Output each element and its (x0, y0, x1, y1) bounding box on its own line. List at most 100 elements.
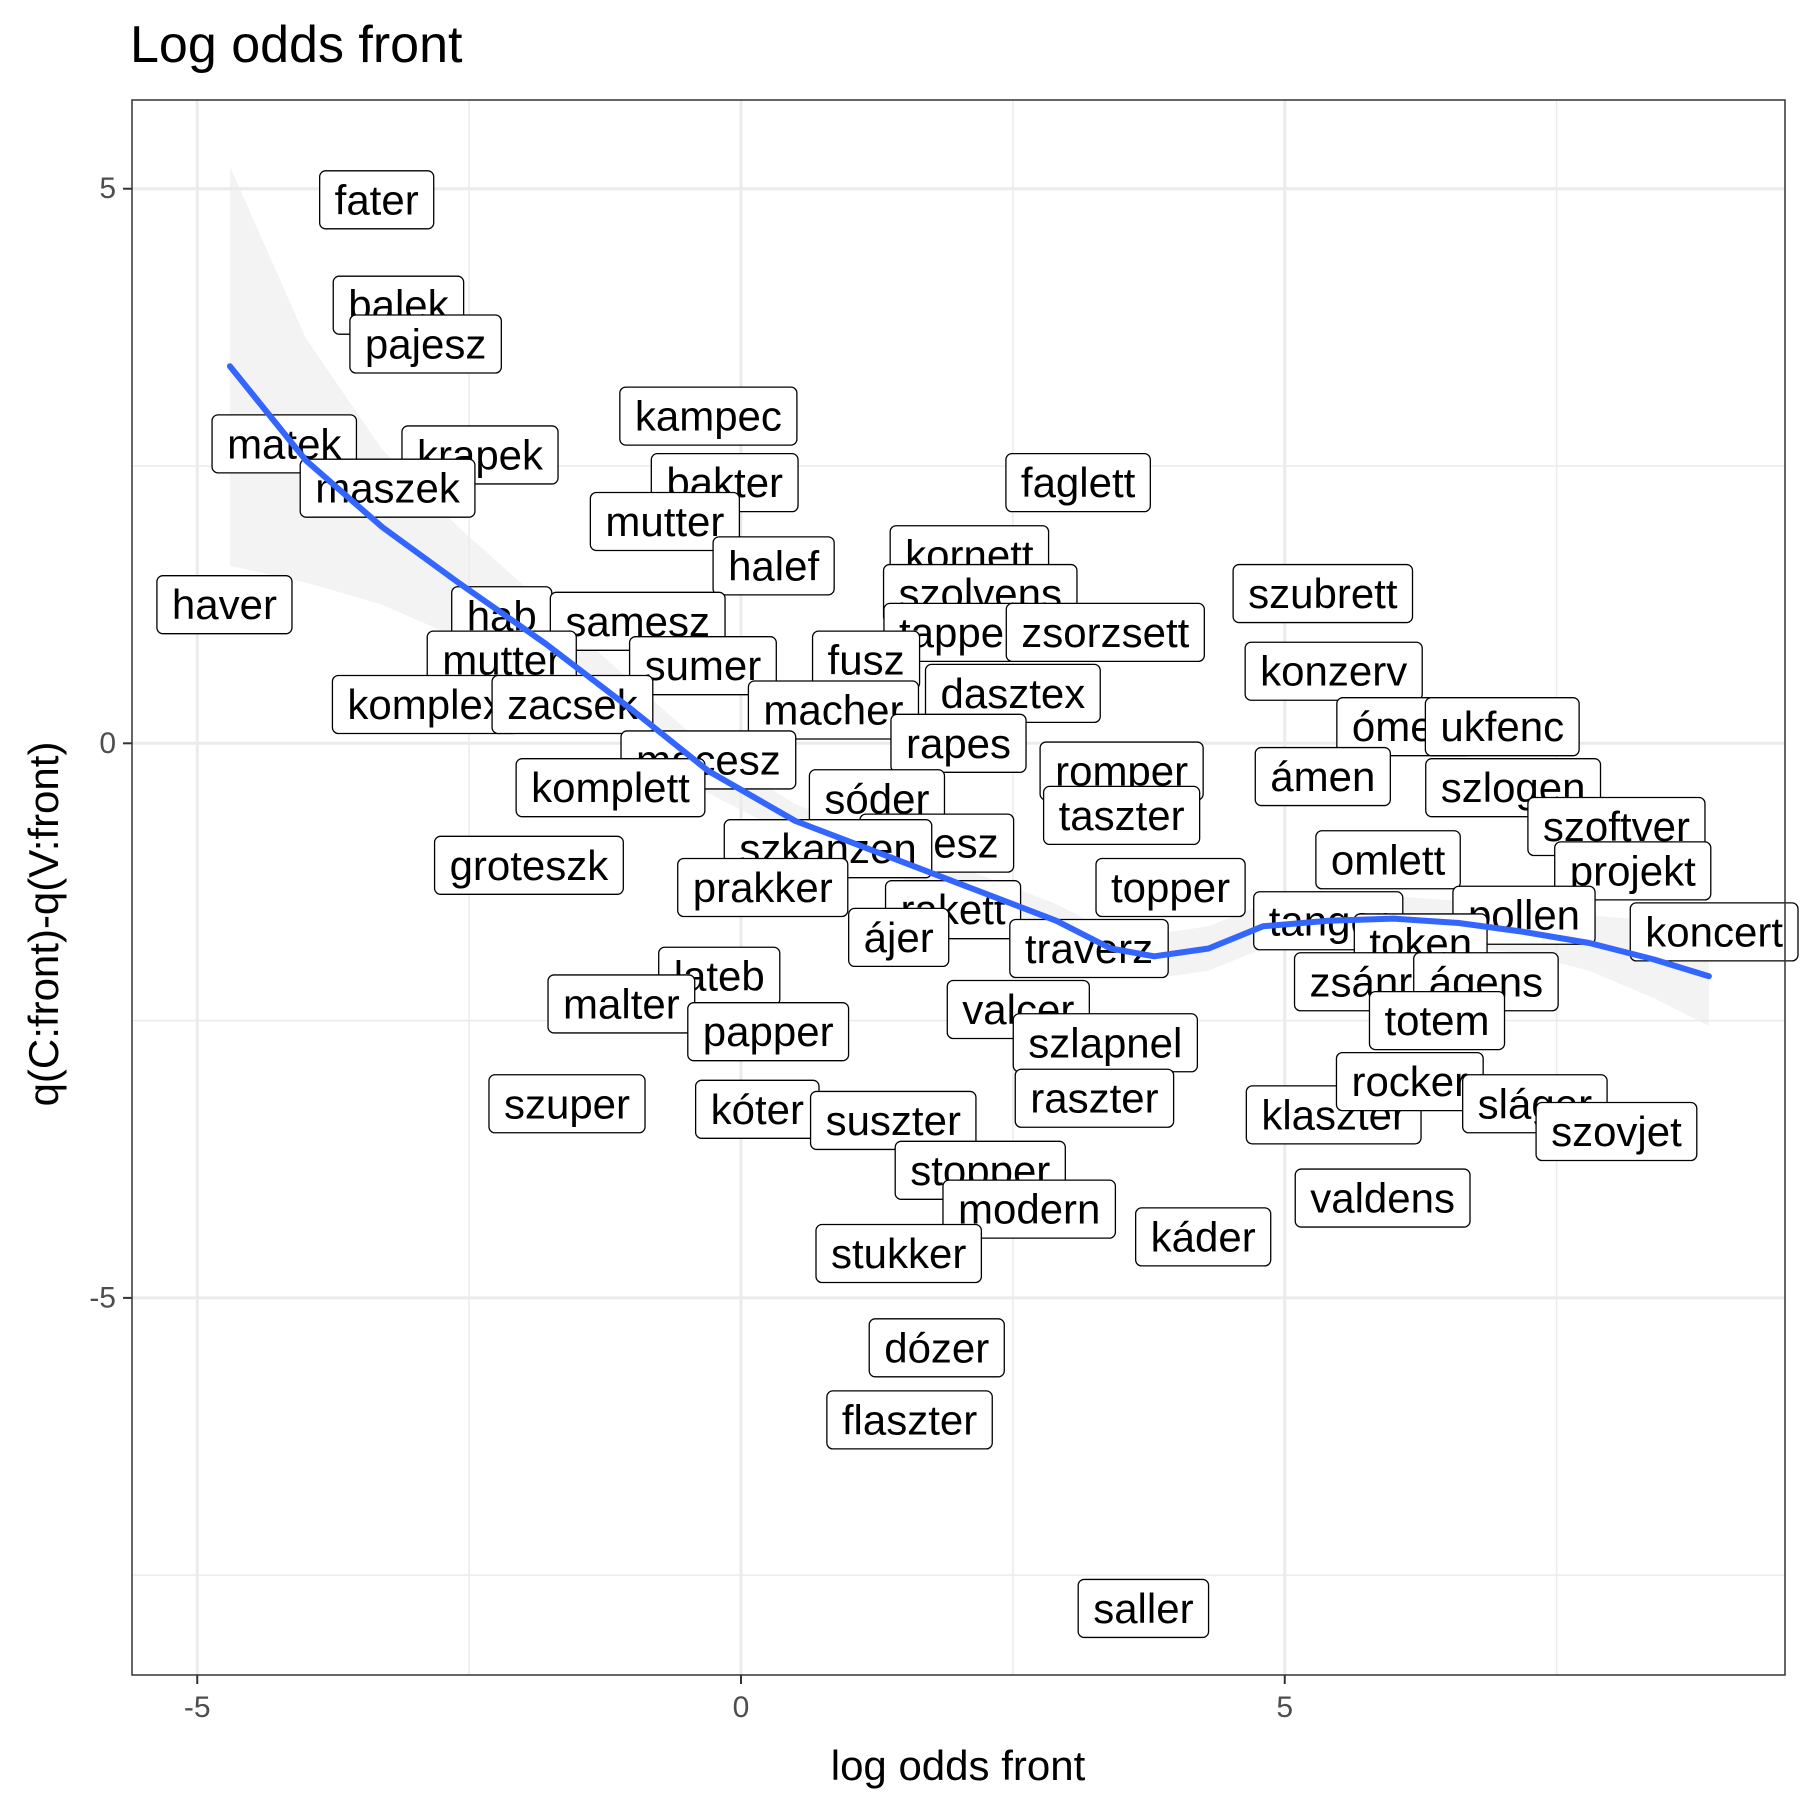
point-label: taszter (1042, 785, 1201, 846)
point-label-text: haver (172, 581, 277, 628)
point-label: stukker (815, 1223, 983, 1284)
point-label-box (809, 1090, 977, 1151)
point-label-box (211, 414, 358, 474)
point-label-box (1077, 1578, 1210, 1639)
point-label-text: fater (335, 176, 419, 223)
point-label: macesz (620, 730, 797, 790)
x-axis-title: log odds front (831, 1742, 1086, 1789)
point-label-box (1042, 785, 1201, 846)
point-label-box (942, 1179, 1117, 1239)
chart-title: Log odds front (130, 16, 463, 74)
axis-ticks-layer: -5 0 5 5 0 -5 (89, 172, 1293, 1724)
point-label-box (433, 835, 624, 895)
x-tick-label: -5 (184, 1691, 211, 1724)
point-label: traverz (1009, 918, 1169, 979)
point-label: szovjet (1535, 1101, 1698, 1162)
point-label-text: ámen (1270, 753, 1375, 800)
point-label-text: valdens (1310, 1175, 1455, 1222)
point-label-box (1005, 453, 1151, 513)
point-label-box (1005, 602, 1205, 663)
point-label-box (826, 1390, 993, 1450)
point-label-box (1294, 1168, 1471, 1228)
point-label: topper (1095, 857, 1246, 918)
point-label-text: szovjet (1551, 1108, 1682, 1155)
point-label-box (1014, 1068, 1175, 1128)
point-label-box (156, 575, 293, 635)
point-label-box (299, 458, 476, 518)
y-tick-label: 0 (99, 727, 116, 760)
point-label: suszter (809, 1090, 977, 1151)
point-label-box (747, 680, 920, 740)
point-label-box (1368, 990, 1506, 1051)
point-label: komplett (515, 758, 706, 818)
point-label-text: faglett (1021, 459, 1136, 506)
point-label-text: suszter (826, 1097, 961, 1144)
point-label-box (815, 1223, 983, 1284)
x-tick-label: 0 (733, 1691, 750, 1724)
point-label-box (1315, 830, 1461, 890)
point-label: zsorzsett (1005, 602, 1205, 663)
point-label-text: traverz (1025, 925, 1153, 972)
point-label-text: rocker (1351, 1058, 1468, 1105)
point-label-box (1629, 902, 1799, 962)
y-tick-label: -5 (89, 1281, 116, 1314)
point-label-box (488, 1074, 646, 1134)
point-label-text: rapes (906, 720, 1011, 767)
point-label-box (712, 536, 835, 596)
point-label-text: papper (703, 1008, 834, 1055)
point-label: zacsek (491, 674, 654, 735)
smooth-line-layer (226, 363, 1712, 980)
point-label-box (1135, 1207, 1272, 1267)
point-label: kampec (619, 386, 798, 446)
point-label-text: topper (1111, 864, 1230, 911)
point-label-box (515, 758, 706, 818)
point-label-text: szubrett (1248, 570, 1398, 617)
point-label: projekt (1554, 841, 1712, 901)
point-label-box (890, 713, 1027, 773)
point-label-text: sumer (645, 642, 762, 689)
point-label: fusz (811, 630, 921, 690)
point-label-text: macher (763, 687, 903, 734)
point-label-box (1244, 641, 1423, 701)
point-label-box (349, 314, 502, 374)
point-label-box (1424, 697, 1580, 757)
point-label-text: ájer (864, 914, 934, 961)
point-label: totem (1368, 990, 1506, 1051)
point-label-box (1535, 1101, 1698, 1162)
point-label: modern (942, 1179, 1117, 1239)
point-label-text: fusz (828, 637, 905, 684)
point-label: macher (747, 680, 920, 740)
point-label-text: halef (728, 542, 819, 589)
point-label: dózer (868, 1318, 1005, 1378)
point-label: rapes (890, 713, 1027, 773)
point-label-box (687, 1002, 850, 1062)
point-label: flaszter (826, 1390, 993, 1450)
point-label-text: káder (1151, 1213, 1256, 1260)
point-label: mutter (589, 491, 741, 552)
point-label-box (1232, 563, 1414, 624)
point-label: fater (319, 170, 435, 230)
point-label-text: groteszk (450, 842, 610, 889)
point-label: groteszk (433, 835, 624, 895)
point-label: raszter (1014, 1068, 1175, 1128)
point-label: dasztex (924, 663, 1101, 724)
point-label: ukfenc (1424, 697, 1580, 757)
point-label: faglett (1005, 453, 1151, 513)
point-label-text: pajesz (365, 321, 486, 368)
point-label-text: saller (1093, 1585, 1193, 1632)
point-label: konzerv (1244, 641, 1423, 701)
point-label-text: kampec (635, 393, 782, 440)
point-label: ájer (848, 907, 950, 968)
point-label-text: malter (563, 980, 680, 1027)
point-label-box (589, 491, 741, 552)
point-label-text: szlapnel (1028, 1019, 1182, 1066)
point-label: szubrett (1232, 563, 1414, 624)
point-label-text: taszter (1059, 792, 1185, 839)
point-label: szlapnel (1012, 1013, 1199, 1073)
point-label-text: zsorzsett (1021, 609, 1189, 656)
point-label-text: szuper (504, 1080, 630, 1127)
smooth-line (226, 363, 1712, 980)
point-label: szuper (488, 1074, 646, 1134)
